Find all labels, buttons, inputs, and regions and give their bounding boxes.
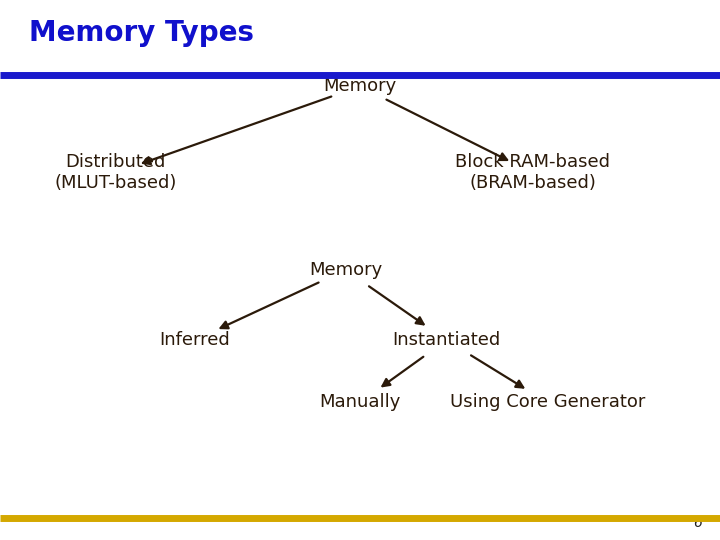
Text: 6: 6 xyxy=(693,516,702,530)
Text: Instantiated: Instantiated xyxy=(392,331,500,349)
Text: Distributed
(MLUT-based): Distributed (MLUT-based) xyxy=(54,153,176,192)
Text: Memory: Memory xyxy=(323,77,397,96)
Text: Memory: Memory xyxy=(309,261,382,279)
Text: Block RAM-based
(BRAM-based): Block RAM-based (BRAM-based) xyxy=(455,153,611,192)
Text: Inferred: Inferred xyxy=(159,331,230,349)
Text: Using Core Generator: Using Core Generator xyxy=(449,393,645,411)
Text: Manually: Manually xyxy=(319,393,401,411)
Text: Memory Types: Memory Types xyxy=(29,19,254,47)
